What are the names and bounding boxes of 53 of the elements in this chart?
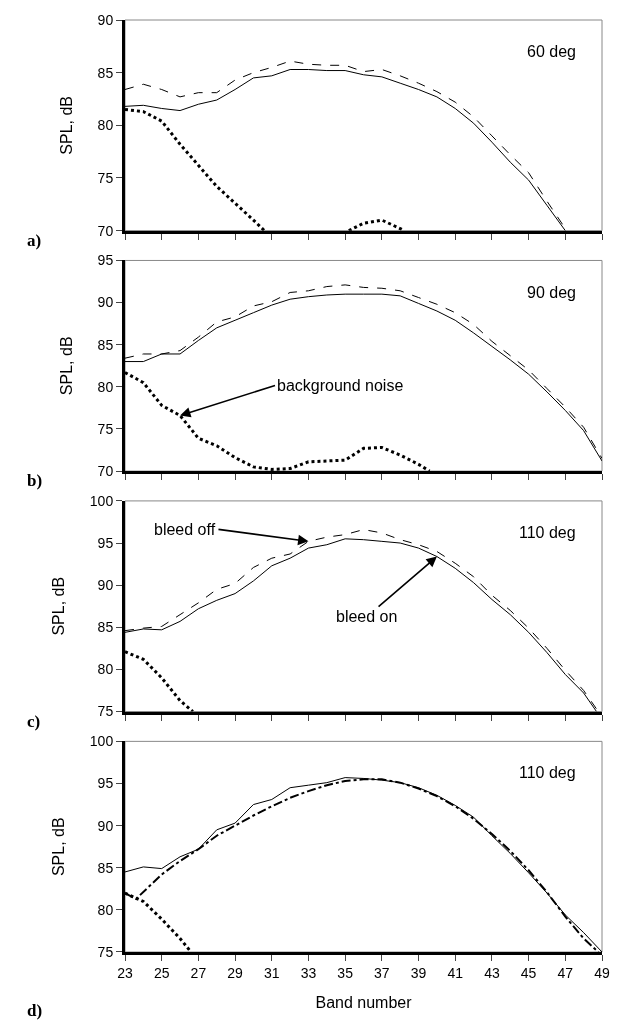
y-axis-title: SPL, dB: [49, 576, 67, 636]
annotation: bleed off: [154, 521, 216, 538]
annotation: bleed on: [336, 608, 398, 625]
y-tick-label: 85: [97, 336, 114, 353]
y-axis-title: SPL, dB: [57, 95, 75, 155]
annotation: background noise: [277, 377, 404, 394]
annotation: 90 deg: [527, 284, 576, 301]
y-tick-label: 95: [97, 252, 114, 269]
x-tick-label: 41: [447, 964, 464, 981]
x-tick-label: 45: [520, 964, 537, 981]
y-tick-label: 100: [89, 492, 114, 509]
text: b): [27, 471, 43, 490]
y-tick-label: 85: [97, 619, 114, 636]
text: d): [27, 1001, 43, 1020]
y-tick-label: 90: [97, 11, 114, 28]
x-tick-label: 35: [337, 964, 354, 981]
y-tick-label: 80: [97, 901, 114, 918]
y-tick-label: 90: [97, 577, 114, 594]
x-tick-label: 27: [190, 964, 207, 981]
y-tick-label: 80: [97, 661, 114, 678]
x-tick-label: 49: [594, 964, 610, 981]
x-axis-title: Band number: [315, 994, 413, 1012]
y-tick-label: 75: [97, 943, 114, 960]
x-tick-label: 37: [374, 964, 390, 981]
y-tick-label: 80: [97, 117, 114, 134]
y-tick-label: 85: [97, 859, 114, 876]
y-tick-label: 90: [97, 294, 114, 311]
x-tick-label: 23: [117, 964, 133, 981]
x-tick-label: 31: [263, 964, 280, 981]
y-tick-label: 95: [97, 775, 114, 792]
y-axis-title: SPL, dB: [49, 817, 67, 877]
x-tick-label: 29: [227, 964, 244, 981]
x-tick-label: 39: [410, 964, 427, 981]
x-tick-label: 33: [300, 964, 317, 981]
y-tick-label: 80: [97, 378, 114, 395]
annotation: 110 deg: [519, 524, 576, 541]
text: a): [27, 231, 42, 250]
y-tick-label: 70: [97, 222, 114, 239]
x-tick-label: 47: [557, 964, 574, 981]
y-tick-label: 90: [97, 817, 114, 834]
y-axis-title: SPL, dB: [57, 336, 75, 396]
y-tick-label: 75: [97, 703, 114, 720]
text: c): [27, 712, 41, 731]
y-tick-label: 100: [89, 733, 114, 750]
y-tick-label: 95: [97, 534, 114, 551]
y-tick-label: 75: [97, 420, 114, 437]
annotation: 60 deg: [527, 43, 576, 60]
x-tick-label: 25: [153, 964, 170, 981]
x-tick-label: 43: [484, 964, 500, 981]
y-tick-label: 75: [97, 169, 114, 186]
annotation: 110 deg: [519, 764, 576, 781]
y-tick-label: 70: [97, 462, 114, 479]
y-tick-label: 85: [97, 64, 114, 81]
